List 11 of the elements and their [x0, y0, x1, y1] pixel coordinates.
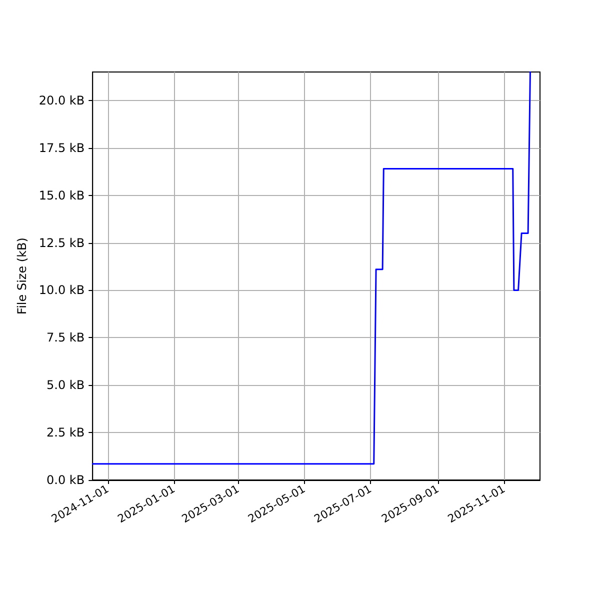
- y-tick-label: 2.5 kB: [46, 426, 85, 440]
- y-tick-label: 12.5 kB: [38, 236, 85, 250]
- y-tick-label: 5.0 kB: [46, 378, 85, 392]
- y-tick-label: 7.5 kB: [46, 330, 85, 345]
- y-tick-label: 20.0 kB: [38, 93, 85, 108]
- y-axis-title: File Size (kB): [15, 238, 29, 314]
- y-tick-label: 10.0 kB: [38, 283, 85, 298]
- y-tick-label: 17.5 kB: [38, 140, 85, 155]
- y-tick-label: 15.0 kB: [38, 188, 85, 202]
- y-tick-label: 0.0 kB: [46, 473, 85, 487]
- line-series: [92, 71, 531, 465]
